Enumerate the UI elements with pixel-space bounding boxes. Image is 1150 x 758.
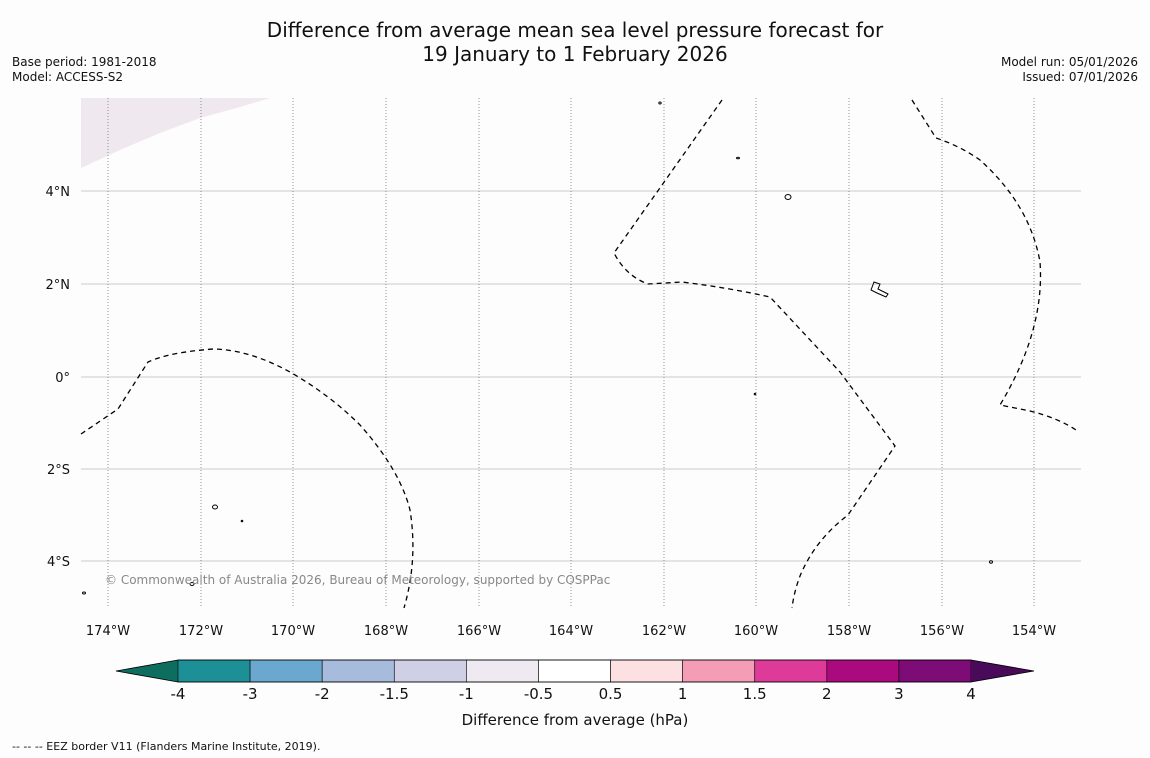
lat-label-4s: 4°S [47,555,70,570]
lon-label-162w: 162°W [642,624,686,639]
lon-label-160w: 160°W [734,624,778,639]
colorbar-tick-label: 1.5 [743,685,767,703]
colorbar-bin [249,659,323,683]
colorbar-bin [826,659,900,683]
copyright-note: © Commonwealth of Australia 2026, Bureau… [105,573,610,587]
meta-right: Model run: 05/01/2026 Issued: 07/01/2026 [1001,55,1138,85]
colorbar-bin [754,659,828,683]
lon-label-166w: 166°W [457,624,501,639]
colorbar-bin [538,659,611,683]
colorbar-extend-low [116,660,178,682]
colorbar-tick-label: 1 [678,685,688,703]
colorbar-tick-label: -1.5 [380,685,409,703]
model-name: Model: ACCESS-S2 [12,70,124,84]
lat-label-4n: 4°N [46,185,71,200]
island-4 [753,392,757,396]
colorbar-bins [177,659,972,683]
lon-label-170w: 170°W [271,624,315,639]
lon-labels: 174°W 172°W 170°W 168°W 166°W 164°W 162°… [86,624,1056,639]
island-9 [82,591,86,595]
colorbar-extend-high [971,660,1034,682]
island-1 [658,101,662,105]
meta-left: Base period: 1981-2018 Model: ACCESS-S2 [12,55,157,85]
island-2 [736,156,740,160]
colorbar-bin [393,659,467,683]
colorbar-tick-label: 3 [894,685,904,703]
lat-label-2n: 2°N [46,278,71,293]
islands [82,101,993,595]
colorbar-ticks: -4 -3 -2 -1.5 -1 -0.5 0.5 1 1.5 2 3 4 [171,685,976,703]
title-line-1: Difference from average mean sea level p… [266,18,884,42]
eez-border-line-islands-east [911,99,1077,431]
lon-label-158w: 158°W [827,624,871,639]
lon-label-154w: 154°W [1012,624,1056,639]
colorbar-tick-label: -4 [171,685,186,703]
colorbar: -4 -3 -2 -1.5 -1 -0.5 0.5 1 1.5 2 3 4 Difference fr… [115,659,1035,729]
chart-title: Difference from average mean sea level p… [0,18,1150,66]
map-plot-area: 4°N 2°N 0° 2°S 4°S 174°W 172°W 170°W 168… [46,98,1081,639]
colorbar-title: Difference from average (hPa) [462,711,689,729]
lon-label-164w: 164°W [549,624,593,639]
eez-border-line-islands-west [613,99,896,609]
island-8 [989,560,993,564]
base-period: Base period: 1981-2018 [12,55,157,69]
island-7 [189,582,195,586]
island-3 [784,194,792,200]
eez-border-kiribati-gilbert [80,348,414,609]
colorbar-bin [682,659,756,683]
lat-gridlines [81,190,1081,562]
colorbar-bin [177,659,251,683]
island-6 [240,519,244,523]
title-line-2: 19 January to 1 February 2026 [422,42,728,66]
lon-label-174w: 174°W [86,624,130,639]
lon-label-156w: 156°W [920,624,964,639]
lat-labels: 4°N 2°N 0° 2°S 4°S [46,185,71,570]
colorbar-bin [898,659,972,683]
colorbar-tick-label: -2 [315,685,330,703]
colorbar-outline [115,659,1035,683]
colorbar-tick-label: 2 [822,685,832,703]
colorbar-tick-label: -0.5 [524,685,553,703]
issued-date: Issued: 07/01/2026 [1022,70,1138,84]
colorbar-bin [466,659,539,683]
model-run: Model run: 05/01/2026 [1000,55,1138,69]
colorbar-tick-label: -3 [243,685,258,703]
colorbar-bin [321,659,395,683]
colorbar-tick-label: 4 [966,685,976,703]
negative-anomaly-region [81,98,270,168]
lat-label-0: 0° [55,371,70,386]
island-kiritimati [870,281,889,298]
colorbar-tick-label: 0.5 [599,685,623,703]
eez-legend-note: -- -- -- EEZ border V11 (Flanders Marine… [12,740,321,753]
colorbar-tick-label: -1 [459,685,474,703]
eez-borders [80,99,1077,609]
lat-label-2s: 2°S [47,463,70,478]
lon-gridlines [107,98,1035,608]
colorbar-bin [610,659,683,683]
island-5 [212,504,218,510]
lon-label-172w: 172°W [179,624,223,639]
lon-label-168w: 168°W [364,624,408,639]
